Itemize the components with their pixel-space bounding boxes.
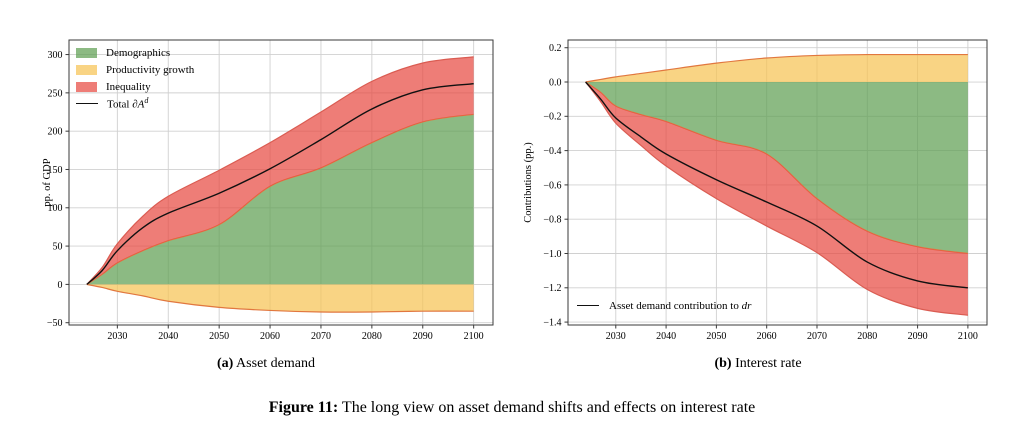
y-tick-label: −1.0 (543, 249, 561, 260)
y-tick-label: 300 (48, 50, 63, 61)
legend-item-demographics: Demographics (76, 44, 194, 61)
legend-item-total: Total ∂Ad (76, 95, 194, 112)
productivity-growth-swatch (76, 64, 97, 75)
x-tick-label: 2030 (107, 331, 127, 342)
x-tick-label: 2060 (757, 331, 777, 342)
y-tick-label: −0.4 (543, 146, 561, 157)
x-tick-label: 2040 (656, 331, 676, 342)
y-tick-label: 0.0 (549, 77, 562, 88)
inequality-swatch (76, 81, 97, 92)
legend-item-asset-demand-contribution: Asset demand contribution to dr (577, 297, 751, 314)
subcaption-b-text: Interest rate (731, 356, 802, 371)
x-tick-label: 2090 (413, 331, 433, 342)
subcaption-a-label: (a) (217, 356, 234, 371)
x-tick-label: 2070 (807, 331, 827, 342)
subcaption-a-text: Asset demand (233, 356, 315, 371)
chart-0: 2030 2040 2050 2060 2070 2080 2090 2100 −50 0 50 10… (42, 39, 494, 342)
subcaption-interest-rate: (b) Interest rate (558, 356, 958, 372)
legend-label: Inequality (106, 80, 151, 93)
x-tick-label: 2050 (209, 331, 229, 342)
x-tick-label: 2080 (857, 331, 877, 342)
x-tick-label: 2080 (362, 331, 382, 342)
legend-label: Total ∂Ad (107, 96, 149, 111)
contribution-line-swatch (577, 304, 599, 307)
area-demographics (86, 114, 474, 285)
area-inequality (86, 56, 474, 285)
total-line (86, 82, 474, 285)
y-tick-label: −0.2 (543, 112, 561, 123)
subcaption-asset-demand: (a) Asset demand (66, 356, 466, 372)
subcaption-b-label: (b) (714, 356, 732, 371)
x-tick-label: 2090 (908, 331, 928, 342)
plot-border (68, 39, 494, 326)
y-tick-label: 200 (48, 127, 63, 138)
area-productivity-growth (86, 284, 474, 313)
y-tick-label: −1.2 (543, 283, 561, 294)
y-tick-label: −50 (47, 318, 63, 329)
legend-label: Asset demand contribution to dr (609, 299, 752, 312)
y-axis-label: pp. of GDP (42, 158, 53, 206)
y-tick-label: 0 (58, 280, 63, 291)
tick-labels: 2030 2040 2050 2060 2070 2080 2090 2100 −50 0 50 10… (47, 50, 484, 342)
legend-interest-rate: Asset demand contribution to dr (577, 297, 751, 314)
x-tick-label: 2040 (158, 331, 178, 342)
y-tick-label: 150 (48, 165, 63, 176)
figure-caption: Figure 11: The long view on asset demand… (0, 399, 1024, 417)
y-tick-label: −0.8 (543, 215, 561, 226)
total-line-swatch (76, 102, 98, 105)
legend-label: Productivity growth (106, 63, 195, 76)
edge-productivity-growth (86, 283, 474, 313)
y-tick-label: 0.2 (549, 43, 562, 54)
y-tick-label: −1.4 (543, 317, 561, 328)
x-tick-label: 2060 (260, 331, 280, 342)
figure-caption-label: Figure 11: (268, 399, 339, 416)
legend-label: Demographics (106, 46, 171, 59)
tick-labels: 2030 2040 2050 2060 2070 2080 2090 2100 −1.4 −1.2… (543, 43, 978, 342)
legend-item-productivity-growth: Productivity growth (76, 61, 194, 78)
y-tick-label: 50 (53, 241, 63, 252)
x-tick-label: 2030 (606, 331, 626, 342)
y-axis-label: Contributions (pp.) (523, 142, 534, 223)
figure-caption-text: The long view on asset demand shifts and… (338, 399, 756, 416)
area-demographics (585, 82, 968, 254)
x-tick-label: 2100 (464, 331, 484, 342)
edge-inequality (585, 81, 968, 316)
edge-productivity-growth (585, 53, 968, 83)
y-tick-label: −0.6 (543, 180, 561, 191)
area-inequality (585, 82, 968, 316)
demographics-swatch (76, 47, 97, 58)
edge-inequality (86, 56, 474, 285)
x-tick-label: 2100 (958, 331, 978, 342)
total-line (585, 81, 968, 289)
legend-item-inequality: Inequality (76, 78, 194, 95)
plot-border (567, 39, 988, 326)
chart-1: 2030 2040 2050 2060 2070 2080 2090 2100 −1.4 −1.2… (523, 39, 988, 342)
y-tick-label: 250 (48, 88, 63, 99)
x-tick-label: 2050 (706, 331, 726, 342)
y-tick-label: 100 (48, 203, 63, 214)
asset-demand-and-interest-rate-charts: 2030 2040 2050 2060 2070 2080 2090 2100 −50 0 50 10… (42, 39, 988, 342)
x-tick-label: 2070 (311, 331, 331, 342)
area-productivity-growth (585, 54, 968, 83)
legend-asset-demand: Demographics Productivity growth Inequal… (76, 44, 194, 112)
